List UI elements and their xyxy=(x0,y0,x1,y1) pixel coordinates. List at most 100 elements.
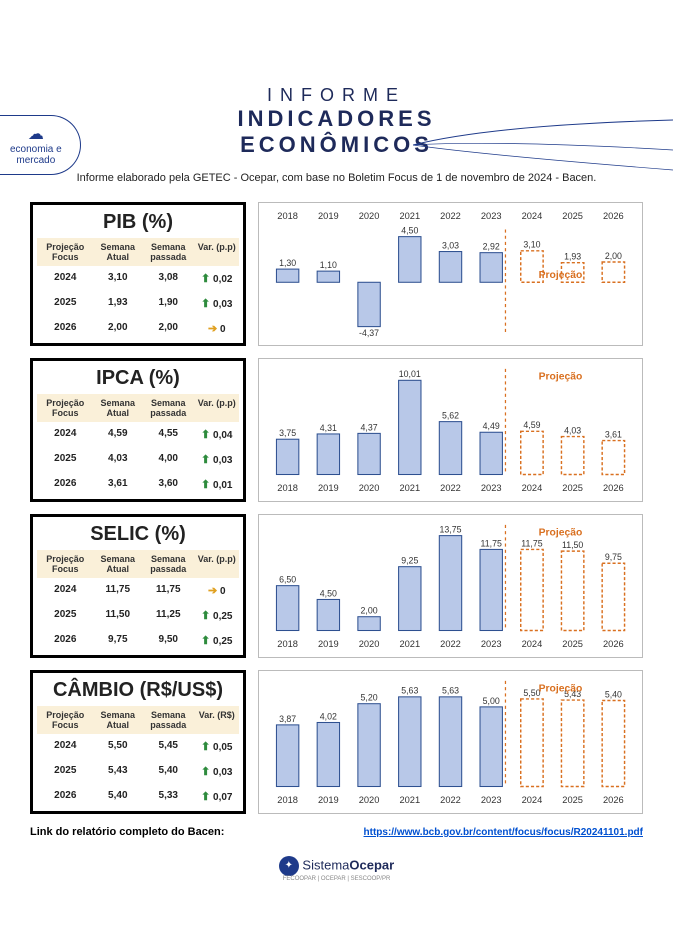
svg-text:10,01: 10,01 xyxy=(399,369,421,379)
svg-text:2024: 2024 xyxy=(522,211,543,221)
svg-text:11,50: 11,50 xyxy=(562,540,583,550)
svg-text:2025: 2025 xyxy=(562,483,583,493)
link-row: Link do relatório completo do Bacen: htt… xyxy=(30,826,643,838)
table-title: SELIC (%) xyxy=(37,523,239,546)
th-atual: SemanaAtual xyxy=(94,550,142,578)
page: ☁ economia e mercado INFORME INDICADORES… xyxy=(0,85,673,902)
svg-text:2024: 2024 xyxy=(522,795,543,805)
section: PIB (%) ProjeçãoFocus SemanaAtual Semana… xyxy=(30,202,643,346)
cell-var: ⬆ 0,07 xyxy=(195,784,239,809)
cell-atual: 5,43 xyxy=(94,759,142,784)
report-link[interactable]: https://www.bcb.gov.br/content/focus/foc… xyxy=(364,827,644,838)
footer-brand1: Sistema xyxy=(302,857,349,872)
svg-text:3,75: 3,75 xyxy=(279,428,296,438)
cell-var: ⬆ 0,05 xyxy=(195,734,239,759)
svg-text:2022: 2022 xyxy=(440,639,461,649)
chart-box: 1,3020181,102019-4,3720204,5020213,03202… xyxy=(258,202,643,346)
chart-svg: 3,7520184,3120194,37202010,0120215,62202… xyxy=(259,359,642,501)
svg-text:2018: 2018 xyxy=(277,483,298,493)
cell-year: 2025 xyxy=(37,603,94,628)
cell-atual: 3,61 xyxy=(94,472,142,497)
svg-text:2022: 2022 xyxy=(440,795,461,805)
svg-text:6,50: 6,50 xyxy=(279,575,296,585)
cell-year: 2024 xyxy=(37,266,94,291)
section: CÂMBIO (R$/US$) ProjeçãoFocus SemanaAtua… xyxy=(30,670,643,814)
cell-passada: 1,90 xyxy=(142,291,195,316)
cell-atual: 4,03 xyxy=(94,447,142,472)
svg-text:11,75: 11,75 xyxy=(521,538,542,548)
cell-passada: 4,00 xyxy=(142,447,195,472)
cell-year: 2025 xyxy=(37,291,94,316)
table-row: 2025 5,43 5,40 ⬆ 0,03 xyxy=(37,759,239,784)
svg-text:2023: 2023 xyxy=(481,211,502,221)
th-passada: Semanapassada xyxy=(142,706,195,734)
cell-passada: 3,60 xyxy=(142,472,195,497)
badge-icon: ☁ xyxy=(10,124,62,144)
svg-text:5,20: 5,20 xyxy=(361,693,378,703)
cell-var: ➔ 0 xyxy=(195,578,239,603)
chart-box: 3,7520184,3120194,37202010,0120215,62202… xyxy=(258,358,643,502)
th-passada: Semanapassada xyxy=(142,238,195,266)
cell-atual: 4,59 xyxy=(94,422,142,447)
cell-year: 2026 xyxy=(37,472,94,497)
table-row: 2025 4,03 4,00 ⬆ 0,03 xyxy=(37,447,239,472)
table-box: CÂMBIO (R$/US$) ProjeçãoFocus SemanaAtua… xyxy=(30,670,246,814)
svg-text:3,03: 3,03 xyxy=(442,240,459,250)
chart-svg: 1,3020181,102019-4,3720204,5020213,03202… xyxy=(259,203,642,345)
cell-passada: 11,25 xyxy=(142,603,195,628)
svg-text:3,87: 3,87 xyxy=(279,714,296,724)
svg-text:4,49: 4,49 xyxy=(483,421,500,431)
svg-text:5,63: 5,63 xyxy=(442,686,459,696)
badge-line1: economia e xyxy=(10,144,62,155)
svg-text:2026: 2026 xyxy=(603,795,624,805)
cell-atual: 11,50 xyxy=(94,603,142,628)
table-row: 2024 5,50 5,45 ⬆ 0,05 xyxy=(37,734,239,759)
svg-text:2025: 2025 xyxy=(562,639,583,649)
svg-text:4,02: 4,02 xyxy=(320,711,337,721)
cell-year: 2026 xyxy=(37,316,94,341)
cell-passada: 5,45 xyxy=(142,734,195,759)
section: IPCA (%) ProjeçãoFocus SemanaAtual Seman… xyxy=(30,358,643,502)
table-row: 2025 1,93 1,90 ⬆ 0,03 xyxy=(37,291,239,316)
cell-var: ⬆ 0,01 xyxy=(195,472,239,497)
svg-text:2020: 2020 xyxy=(359,639,380,649)
svg-text:5,40: 5,40 xyxy=(605,689,622,699)
svg-text:2021: 2021 xyxy=(399,483,420,493)
table-row: 2026 3,61 3,60 ⬆ 0,01 xyxy=(37,472,239,497)
svg-text:2021: 2021 xyxy=(399,639,420,649)
table-row: 2024 3,10 3,08 ⬆ 0,02 xyxy=(37,266,239,291)
link-label: Link do relatório completo do Bacen: xyxy=(30,826,224,838)
cell-var: ➔ 0 xyxy=(195,316,239,341)
table-box: PIB (%) ProjeçãoFocus SemanaAtual Semana… xyxy=(30,202,246,346)
svg-text:2025: 2025 xyxy=(562,795,583,805)
cell-year: 2025 xyxy=(37,447,94,472)
svg-text:2019: 2019 xyxy=(318,211,339,221)
th-atual: SemanaAtual xyxy=(94,394,142,422)
th-var: Var. (p.p) xyxy=(195,550,239,578)
svg-text:5,00: 5,00 xyxy=(483,696,500,706)
svg-text:4,50: 4,50 xyxy=(320,588,337,598)
th-focus: ProjeçãoFocus xyxy=(37,238,94,266)
svg-text:2,92: 2,92 xyxy=(483,242,500,252)
svg-text:2021: 2021 xyxy=(399,795,420,805)
svg-text:2018: 2018 xyxy=(277,795,298,805)
th-atual: SemanaAtual xyxy=(94,238,142,266)
th-atual: SemanaAtual xyxy=(94,706,142,734)
chart-box: 6,5020184,5020192,0020209,25202113,75202… xyxy=(258,514,643,658)
svg-text:2019: 2019 xyxy=(318,639,339,649)
th-var: Var. (R$) xyxy=(195,706,239,734)
svg-text:1,30: 1,30 xyxy=(279,258,296,268)
svg-text:2019: 2019 xyxy=(318,795,339,805)
svg-text:2024: 2024 xyxy=(522,483,543,493)
cell-passada: 5,33 xyxy=(142,784,195,809)
cell-year: 2026 xyxy=(37,628,94,653)
table-title: CÂMBIO (R$/US$) xyxy=(37,679,239,702)
svg-text:2020: 2020 xyxy=(359,211,380,221)
svg-text:2019: 2019 xyxy=(318,483,339,493)
cell-atual: 3,10 xyxy=(94,266,142,291)
cell-atual: 5,40 xyxy=(94,784,142,809)
cell-passada: 11,75 xyxy=(142,578,195,603)
svg-text:4,50: 4,50 xyxy=(401,226,418,236)
svg-text:1,10: 1,10 xyxy=(320,260,337,270)
svg-text:2018: 2018 xyxy=(277,639,298,649)
